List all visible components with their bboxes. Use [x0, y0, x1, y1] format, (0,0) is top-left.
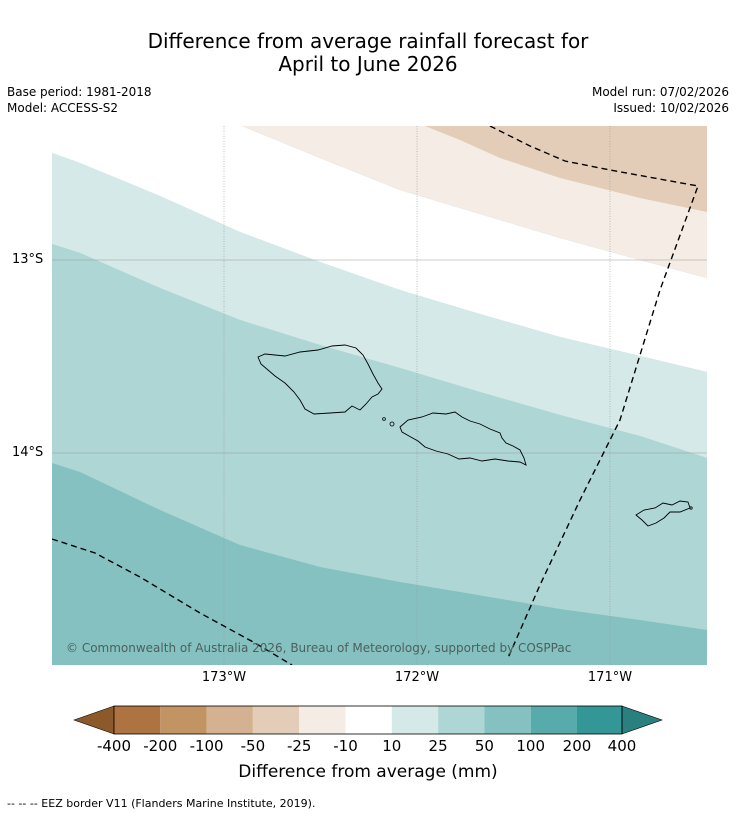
colorbar-tick: -10 — [333, 737, 358, 755]
model-name: Model: ACCESS-S2 — [7, 101, 119, 115]
meta-right: Model run: 07/02/2026 Issued: 10/02/2026 — [592, 84, 729, 116]
colorbar-tick: 200 — [562, 737, 592, 755]
colorbar-tick: 400 — [607, 737, 637, 755]
upolu-island — [399, 411, 527, 466]
map-title: Difference from average rainfall forecas… — [0, 30, 736, 76]
colorbar-segment — [484, 706, 531, 734]
colorbar-segment — [299, 706, 346, 734]
colorbar-tick: -100 — [189, 737, 224, 755]
colorbar-segment — [438, 706, 485, 734]
band-wet-25-50 — [52, 244, 707, 630]
aunuu-island — [689, 506, 693, 510]
eez-border — [52, 126, 699, 665]
band-wet-10-25 — [52, 153, 707, 458]
band-neutral — [52, 126, 707, 372]
colorbar-segment-under — [73, 705, 115, 735]
colorbar-tick: 25 — [428, 737, 448, 755]
colorbar-segment — [252, 706, 300, 734]
band-dry-25-50 — [425, 126, 707, 212]
colorbar-tick: -200 — [143, 737, 178, 755]
colorbar-tick: -25 — [286, 737, 312, 755]
lat-label-14s: 14°S — [12, 445, 44, 460]
model-run: Model run: 07/02/2026 — [591, 85, 729, 99]
colorbar-tick: 50 — [474, 737, 494, 755]
title-line-2: April to June 2026 — [278, 52, 458, 76]
eez-line-southwest — [52, 538, 293, 665]
copyright-notice: © Commonwealth of Australia 2026, Bureau… — [66, 641, 572, 655]
apolima-island — [382, 417, 386, 421]
colorbar-segment — [577, 706, 622, 734]
colorbar-tick: -50 — [240, 737, 266, 755]
colorbar-tick: 10 — [382, 737, 402, 755]
issued-date: Issued: 10/02/2026 — [613, 101, 729, 115]
colorbar-label: Difference from average (mm) — [238, 762, 498, 782]
lon-label-172w: 172°W — [394, 670, 440, 685]
map-panel — [52, 126, 707, 665]
colorbar-segment — [160, 706, 207, 734]
colorbar-tick: -400 — [96, 737, 132, 755]
base-period: Base period: 1981-2018 — [7, 85, 152, 99]
savaii-island — [257, 344, 383, 415]
colorbar-tick: 100 — [516, 737, 545, 755]
colorbar-segment — [114, 706, 161, 734]
graticule — [52, 126, 707, 665]
meta-left: Base period: 1981-2018 Model: ACCESS-S2 — [7, 84, 152, 116]
colorbar-segment — [206, 706, 253, 734]
colorbar — [73, 705, 663, 735]
eez-legend-note: -- -- -- EEZ border V11 (Flanders Marine… — [7, 797, 316, 810]
colorbar-segment — [391, 706, 439, 734]
title-line-1: Difference from average rainfall forecas… — [147, 29, 589, 53]
eez-line-east — [489, 126, 699, 659]
lon-label-171w: 171°W — [587, 670, 633, 685]
manono-island — [389, 421, 395, 427]
lat-label-13s: 13°S — [12, 252, 44, 267]
lon-label-173w: 173°W — [201, 670, 247, 685]
colorbar-segment-over — [621, 705, 663, 735]
colorbar-outline — [113, 705, 623, 735]
colorbar-segment — [345, 706, 392, 734]
colorbar-segment — [530, 706, 577, 734]
